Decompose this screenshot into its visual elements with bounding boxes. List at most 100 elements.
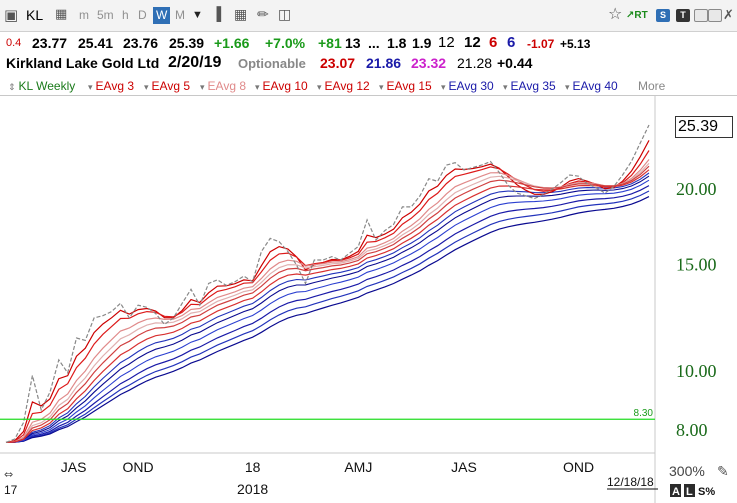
- period-w[interactable]: W: [153, 7, 171, 24]
- legend-kl-weekly[interactable]: ⇕ KL Weekly: [8, 79, 76, 93]
- scale-button-bg: [670, 484, 681, 497]
- quote-low: 23.76: [123, 35, 159, 51]
- period-h[interactable]: h: [122, 8, 129, 22]
- scale-button-bg: [684, 484, 695, 497]
- x-axis: JAS OND 18 AMJ JAS OND 2018 17 ⇔ 12/18/18 300% ✎ A L S…: [4, 459, 729, 498]
- x-tick-label: OND: [563, 459, 594, 475]
- series-line-eavg-30: [5, 185, 650, 443]
- alert-line-label: 8.30: [634, 408, 654, 419]
- legend-eavg-5-label: EAvg 5: [151, 79, 191, 93]
- quote-row: 0.4 23.77 25.41 23.76 25.39 +1.66 +7.0% …: [0, 33, 737, 55]
- quote-date: 2/20/19: [168, 54, 222, 71]
- quote-open: 23.77: [32, 35, 68, 51]
- legend-kl-weekly-label: KL Weekly: [18, 79, 76, 93]
- series-line-eavg-40: [5, 196, 650, 443]
- quote-v10: +5.13: [560, 37, 591, 51]
- y-axis: 20.00 15.00 10.00 8.00: [676, 179, 717, 440]
- t-icon[interactable]: T: [676, 9, 690, 22]
- note-icon[interactable]: ◫: [278, 6, 292, 22]
- close-icon[interactable]: ✗: [723, 7, 734, 22]
- symbol-box-icon[interactable]: ▣: [4, 7, 19, 24]
- quote-v4: 1.9: [412, 35, 432, 51]
- series-line-eavg-10: [5, 162, 650, 443]
- info-p5: +0.44: [497, 55, 533, 71]
- ribbon-line-25: [5, 179, 650, 443]
- legend-eavg-35[interactable]: ▾ EAvg 35: [503, 79, 556, 93]
- chart-grid: [0, 96, 656, 503]
- scale-button-a[interactable]: A: [672, 486, 680, 498]
- info-row: Kirkland Lake Gold Ltd 2/20/19 Optionabl…: [0, 53, 737, 75]
- legend-eavg-10-label: EAvg 10: [262, 79, 308, 93]
- legend-more[interactable]: More: [638, 79, 666, 93]
- quote-change: +1.66: [214, 35, 250, 51]
- period-dropdown-icon[interactable]: ▼: [192, 9, 203, 21]
- rt-icon[interactable]: ↗RT: [626, 10, 648, 21]
- left-edge-label: 17: [4, 483, 18, 497]
- legend-eavg-35-label: EAvg 35: [510, 79, 556, 93]
- quote-v8: 6: [507, 34, 516, 51]
- series-line-eavg-8: [5, 159, 650, 443]
- symbol-label[interactable]: KL: [26, 7, 44, 23]
- company-name: Kirkland Lake Gold Ltd: [6, 55, 160, 71]
- legend-eavg-15[interactable]: ▾ EAvg 15: [379, 79, 432, 93]
- quote-high: 25.41: [78, 35, 114, 51]
- legend-eavg-5[interactable]: ▾ EAvg 5: [144, 79, 191, 93]
- y-tick-label: 8.00: [676, 420, 708, 440]
- pencil-icon[interactable]: ✏: [257, 6, 269, 22]
- scroll-handle-icon[interactable]: ⇔: [4, 468, 13, 481]
- bar-chart-icon[interactable]: ▐: [212, 6, 222, 21]
- legend-eavg-3[interactable]: ▾ EAvg 3: [88, 79, 135, 93]
- grid-add-icon[interactable]: ▦: [234, 6, 248, 22]
- x-tick-label: OND: [123, 459, 154, 475]
- scale-button-spct[interactable]: S%: [698, 486, 715, 498]
- zoom-label[interactable]: 300%: [669, 463, 705, 479]
- ribbon-line-18: [5, 172, 650, 443]
- study-legend: ⇕ KL Weekly ▾ EAvg 3 ▾ EAvg 5 ▾ EAvg 8 ▾ EAvg…: [0, 76, 737, 96]
- info-p4: 21.28: [457, 55, 493, 71]
- legend-eavg-10[interactable]: ▾ EAvg 10: [255, 79, 308, 93]
- s-icon[interactable]: S: [656, 9, 670, 22]
- quote-v6: 12: [464, 34, 481, 51]
- last-price-tag: 25.39: [675, 116, 733, 138]
- quote-rank-change: +81: [318, 35, 342, 51]
- horizontal-line-group: 8.30: [0, 408, 655, 420]
- period-d[interactable]: D: [138, 8, 147, 22]
- scale-button-l[interactable]: L: [686, 486, 693, 498]
- minimize-icon[interactable]: [694, 9, 708, 22]
- legend-eavg-30[interactable]: ▾ EAvg 30: [441, 79, 494, 93]
- series-line-eavg-5: [5, 150, 650, 443]
- legend-eavg-8-label: EAvg 8: [207, 79, 247, 93]
- series-line-eavg-35: [5, 190, 650, 443]
- quote-v9: -1.07: [527, 37, 555, 51]
- date-readout: 12/18/18: [607, 475, 654, 489]
- legend-eavg-12[interactable]: ▾ EAvg 12: [317, 79, 370, 93]
- year-label: 2018: [237, 481, 268, 497]
- info-p2: 21.86: [366, 55, 402, 71]
- y-tick-label: 10.00: [676, 361, 717, 381]
- quote-v7: 6: [489, 34, 498, 51]
- quote-change-pct: +7.0%: [265, 35, 306, 51]
- x-tick-label: 18: [245, 459, 261, 475]
- star-icon[interactable]: ☆: [608, 6, 623, 23]
- quote-small-change: 0.4: [6, 37, 22, 49]
- stack-icon[interactable]: ▦: [55, 6, 68, 21]
- legend-eavg-40-label: EAvg 40: [572, 79, 618, 93]
- short-ema-lines: [5, 140, 650, 443]
- ribbon-line-21: [5, 175, 650, 443]
- price-chart[interactable]: 8.30 20.00 15.00 10.00 8.00 JAS OND 18 AMJ JAS O…: [0, 96, 737, 503]
- legend-eavg-40[interactable]: ▾ EAvg 40: [565, 79, 618, 93]
- maximize-icon[interactable]: [708, 9, 722, 22]
- period-m[interactable]: m: [79, 8, 89, 22]
- legend-eavg-15-label: EAvg 15: [386, 79, 432, 93]
- draw-tool-icon[interactable]: ✎: [717, 464, 729, 480]
- period-5m[interactable]: 5m: [97, 8, 114, 22]
- x-tick-label: JAS: [61, 459, 87, 475]
- period-m-monthly[interactable]: M: [175, 8, 185, 22]
- x-tick-label: JAS: [451, 459, 477, 475]
- legend-eavg-12-label: EAvg 12: [324, 79, 370, 93]
- y-tick-label: 20.00: [676, 179, 717, 199]
- x-tick-label: AMJ: [344, 459, 372, 475]
- series-line-eavg-12: [5, 165, 650, 443]
- legend-eavg-8[interactable]: ▾ EAvg 8: [200, 79, 247, 93]
- quote-v3: 1.8: [387, 35, 407, 51]
